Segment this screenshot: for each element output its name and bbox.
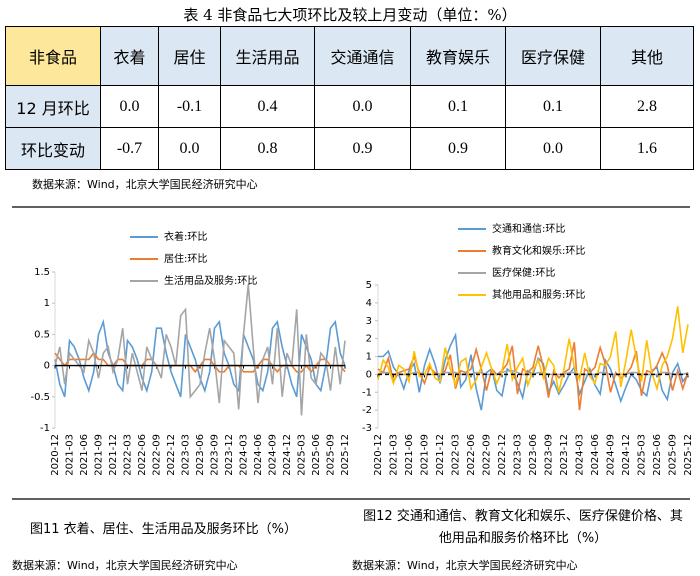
y-tick-label: 3 (366, 316, 372, 327)
x-tick-label: 2024-12 (282, 434, 293, 476)
y-tick-label: -3 (362, 423, 372, 434)
x-tick-label: 2023-12 (224, 434, 235, 476)
x-tick-label: 2022-06 (466, 434, 477, 476)
table-cell: 0.4 (220, 85, 315, 128)
legend-label: 医疗保健:环比 (492, 266, 555, 279)
x-tick-label: 2023-12 (559, 434, 570, 476)
chart-source: 数据来源：Wind，北京大学国民经济研究中心 (352, 559, 578, 572)
x-tick-label: 2021-09 (94, 434, 105, 476)
x-tick-label: 2024-09 (268, 434, 279, 476)
table-cell: 生活用品 (220, 26, 315, 86)
x-tick-label: 2021-03 (389, 434, 400, 476)
table-cell: 居住 (158, 26, 221, 86)
x-tick-label: 2025-12 (683, 434, 694, 476)
y-tick-label: 2 (366, 334, 372, 345)
series-line (377, 342, 689, 411)
table-source: 数据来源：Wind，北京大学国民经济研究中心 (32, 178, 258, 191)
x-tick-label: 2025-06 (652, 434, 663, 476)
x-tick-label: 2023-09 (544, 434, 555, 476)
caption: 图12 交通和通信、教育文化和娱乐、医疗保健价格、其他用品和服务价格环比（%） (363, 509, 683, 546)
x-tick-label: 2022-03 (123, 434, 134, 476)
legend-label: 生活用品及服务:环比 (164, 274, 257, 287)
y-tick-label: -0.5 (30, 392, 50, 403)
x-tick-label: 2022-03 (451, 434, 462, 476)
x-tick-label: 2023-03 (513, 434, 524, 476)
x-tick-label: 2022-06 (137, 434, 148, 476)
x-tick-label: 2020-12 (50, 434, 61, 476)
y-tick-label: 0 (44, 361, 50, 372)
table-cell: 0.9 (410, 127, 506, 170)
x-tick-label: 2022-12 (166, 434, 177, 476)
x-tick-label: 2025-03 (297, 434, 308, 476)
legend-label: 居住:环比 (164, 252, 207, 265)
table: 非食品 衣着 居住 生活用品 交通通信 教育娱乐 医疗保健 其他 12 月环比 0.0 -0.1 0.… (5, 26, 694, 170)
x-tick-label: 2024-09 (606, 434, 617, 476)
table-cell: 0.0 (158, 127, 221, 170)
table-cell: 0.0 (505, 127, 601, 170)
y-tick-label: -1 (40, 423, 50, 434)
table-row: 环比变动 -0.7 0.0 0.8 0.9 0.9 0.0 1.6 (5, 127, 694, 170)
legend-label: 其他用品和服务:环比 (492, 288, 585, 301)
y-tick-label: 4 (366, 298, 372, 309)
y-tick-label: 5 (366, 280, 372, 291)
y-tick-label: 1 (44, 298, 50, 309)
table-cell: 医疗保健 (505, 26, 601, 86)
table-cell: 其他 (600, 26, 694, 86)
x-tick-label: 2024-06 (253, 434, 264, 476)
y-tick-label: 0 (366, 369, 372, 380)
x-tick-label: 2025-12 (340, 434, 351, 476)
caption: 图11 衣着、居住、生活用品及服务环比（%） (30, 522, 298, 537)
x-tick-label: 2022-12 (497, 434, 508, 476)
x-tick-label: 2025-03 (637, 434, 648, 476)
x-tick-label: 2025-09 (668, 434, 679, 476)
x-tick-label: 2024-03 (575, 434, 586, 476)
table-cell: 环比变动 (5, 127, 101, 170)
x-tick-label: 2022-09 (482, 434, 493, 476)
legend-label: 衣着:环比 (164, 230, 207, 243)
x-tick-label: 2025-06 (311, 434, 322, 476)
table-title: 表 4 非食品七大项环比及较上月变动（单位：%） (183, 6, 517, 24)
chart-source: 数据来源：Wind，北京大学国民经济研究中心 (12, 559, 238, 572)
table-cell: 衣着 (100, 26, 159, 86)
y-tick-label: 1.5 (34, 267, 50, 278)
x-tick-label: 2025-09 (326, 434, 337, 476)
y-tick-label: 0.5 (34, 329, 50, 340)
series-line (54, 351, 346, 374)
x-tick-label: 2020-12 (373, 434, 384, 476)
table-cell: -0.7 (100, 127, 159, 170)
x-tick-label: 2022-09 (152, 434, 163, 476)
y-tick-label: 1 (366, 352, 372, 363)
x-tick-label: 2024-06 (590, 434, 601, 476)
x-tick-label: 2021-12 (108, 434, 119, 476)
table-cell: 0.1 (410, 85, 506, 128)
table-cell: 0.0 (314, 85, 411, 128)
x-tick-label: 2023-03 (181, 434, 192, 476)
series-line (377, 306, 689, 393)
table-cell: 12 月环比 (5, 85, 101, 128)
x-tick-label: 2024-03 (239, 434, 250, 476)
x-tick-label: 2021-12 (435, 434, 446, 476)
legend-label: 教育文化和娱乐:环比 (492, 244, 585, 257)
table-cell: -0.1 (158, 85, 221, 128)
x-tick-label: 2021-09 (420, 434, 431, 476)
series-line (54, 284, 346, 416)
table-cell: 1.6 (600, 127, 694, 170)
x-tick-label: 2023-06 (195, 434, 206, 476)
x-tick-label: 2023-06 (528, 434, 539, 476)
series-line (54, 318, 346, 398)
table-cell: 交通通信 (314, 26, 411, 86)
table-row: 非食品 衣着 居住 生活用品 交通通信 教育娱乐 医疗保健 其他 (5, 26, 694, 86)
y-tick-label: -2 (362, 405, 372, 416)
x-tick-label: 2021-03 (65, 434, 76, 476)
table-cell: 0.9 (314, 127, 411, 170)
legend-label: 交通和通信:环比 (492, 222, 565, 235)
x-tick-label: 2021-06 (404, 434, 415, 476)
x-tick-label: 2021-06 (79, 434, 90, 476)
table-cell: 0.8 (220, 127, 315, 170)
x-tick-label: 2024-12 (621, 434, 632, 476)
y-tick-label: -1 (362, 387, 372, 398)
x-tick-label: 2023-09 (210, 434, 221, 476)
